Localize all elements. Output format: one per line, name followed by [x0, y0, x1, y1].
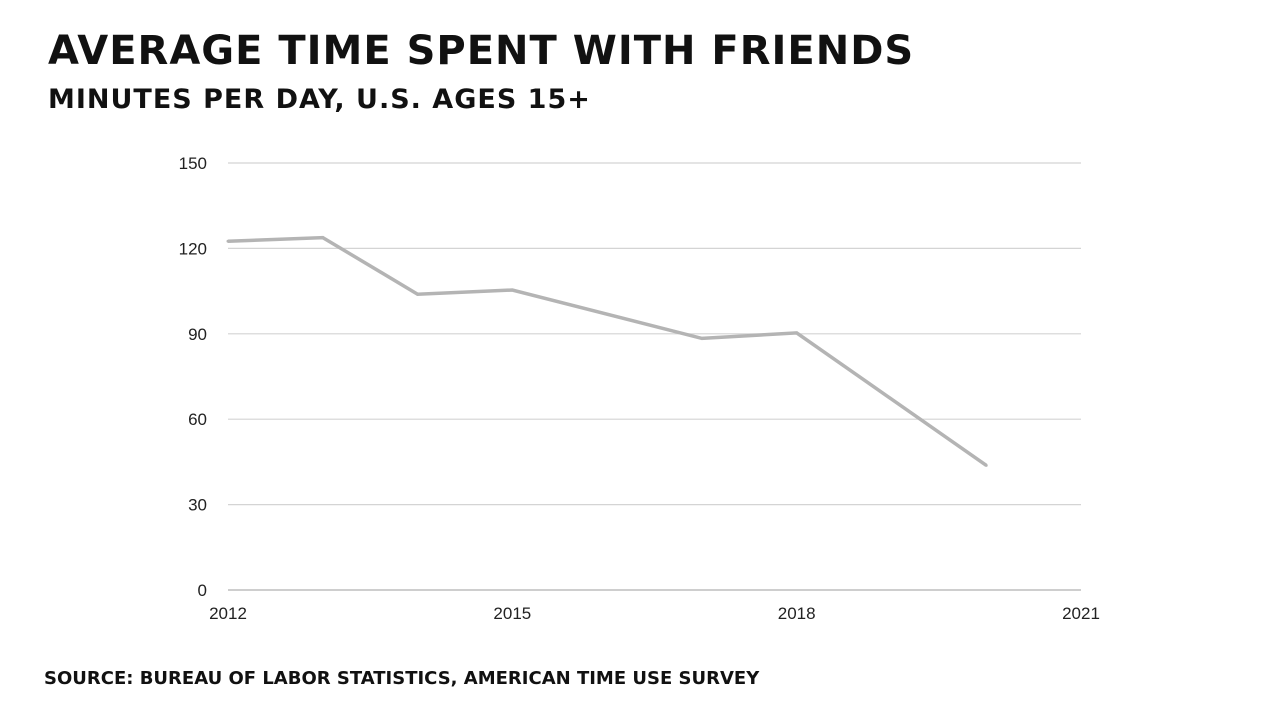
y-tick-label: 150	[179, 154, 207, 173]
y-tick-label: 90	[188, 325, 207, 344]
x-tick-label: 2021	[1062, 604, 1100, 623]
x-axis-ticks: 2012 2015 2018 2021	[209, 604, 1100, 623]
y-tick-label: 120	[179, 239, 207, 258]
y-tick-label: 60	[188, 410, 207, 429]
series-layer	[226, 235, 988, 467]
data-point	[795, 331, 799, 335]
y-tick-label: 0	[198, 581, 207, 600]
data-point	[700, 336, 704, 340]
data-point	[510, 288, 514, 292]
x-tick-label: 2015	[493, 604, 531, 623]
x-tick-label: 2018	[778, 604, 816, 623]
gridlines	[228, 162, 1081, 591]
series-line	[227, 235, 988, 467]
data-point	[321, 236, 325, 240]
data-point	[984, 463, 988, 467]
y-tick-label: 30	[188, 496, 207, 515]
x-tick-label: 2012	[209, 604, 247, 623]
chart-subtitle: Minutes per day, U.S. ages 15+	[48, 84, 591, 115]
data-point	[226, 239, 230, 243]
source-note: Source: Bureau of Labor Statistics, Amer…	[44, 668, 760, 689]
y-axis-ticks: 0 30 60 90 120 150	[179, 154, 207, 600]
data-point	[416, 292, 420, 296]
chart-title: Average Time Spent With Friends	[48, 28, 915, 74]
